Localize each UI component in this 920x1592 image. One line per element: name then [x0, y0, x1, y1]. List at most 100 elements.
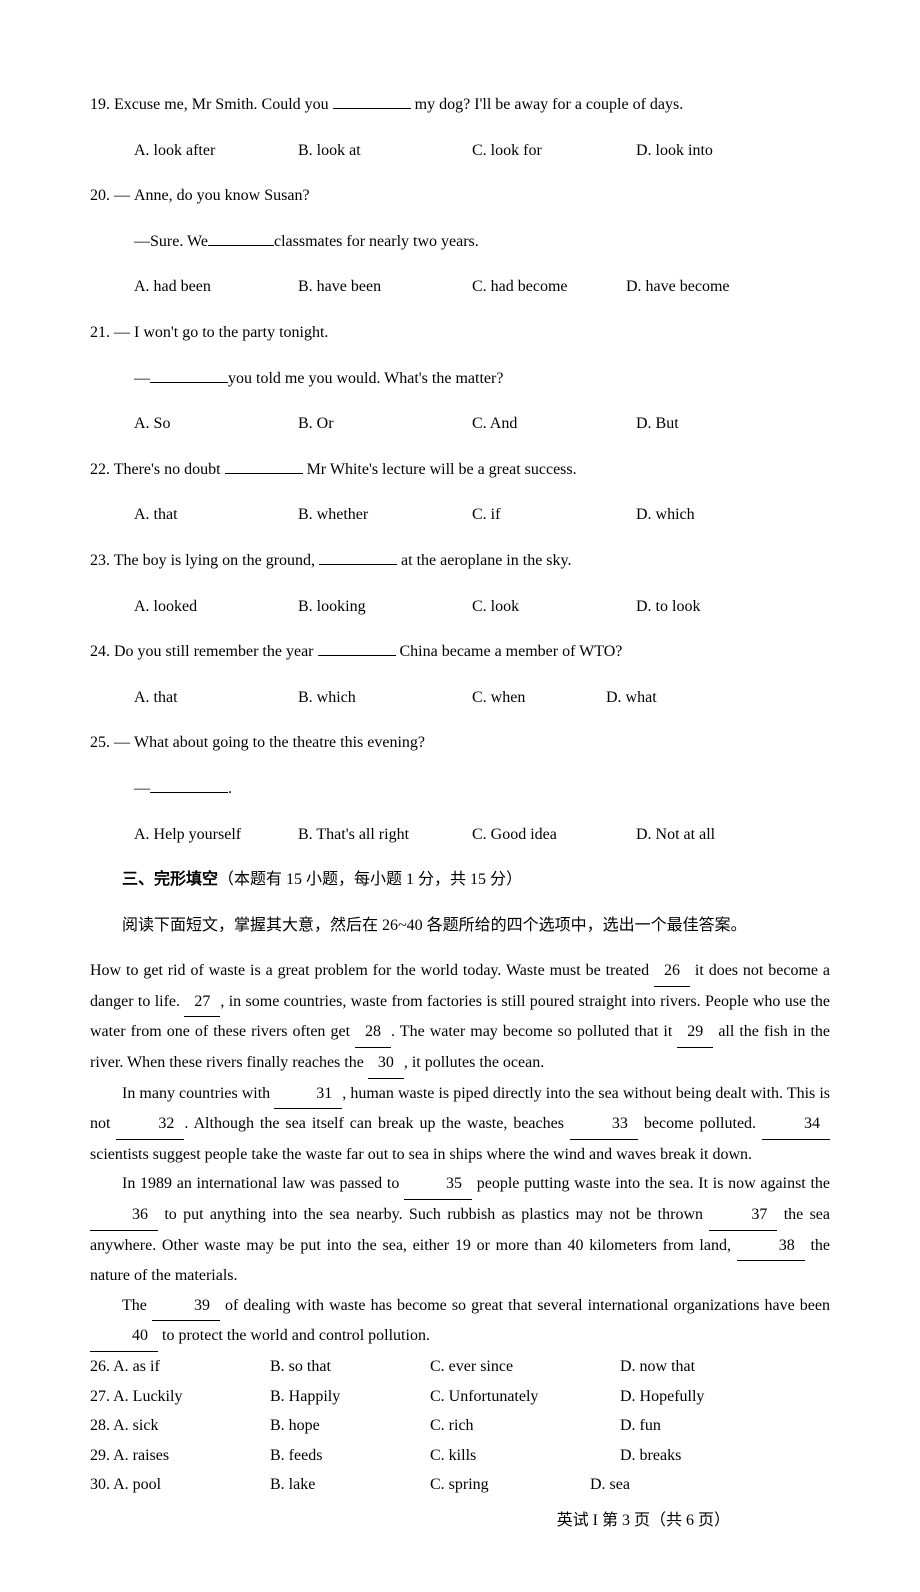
- options-24: A. that B. which C. when D. what: [90, 683, 830, 713]
- opt-a: A. look after: [134, 136, 294, 166]
- blank: [150, 776, 228, 793]
- cloze-n: 26.: [90, 1358, 110, 1375]
- cloze-a: A. raises: [113, 1447, 169, 1464]
- opt-c: C. And: [472, 409, 632, 439]
- dash-icon: —: [114, 734, 134, 751]
- cloze-d: D. Hopefully: [620, 1382, 780, 1412]
- blank-31: 31: [274, 1079, 342, 1110]
- section-header: 三、完形填空（本题有 15 小题，每小题 1 分，共 15 分）: [90, 865, 830, 895]
- cloze-passage: How to get rid of waste is a great probl…: [90, 956, 830, 1352]
- q-num: 23.: [90, 552, 110, 569]
- section-note: （本题有 15 小题，每小题 1 分，共 15 分）: [218, 871, 522, 888]
- q-text: Excuse me, Mr Smith. Could you: [114, 96, 333, 113]
- p-text: How to get rid of waste is a great probl…: [90, 962, 654, 979]
- dash-icon: —: [134, 774, 150, 804]
- q-num: 20.: [90, 187, 110, 204]
- opt-a: A. So: [134, 409, 294, 439]
- opt-a: A. that: [134, 683, 294, 713]
- opt-b: B. looking: [298, 592, 468, 622]
- opt-a: A. looked: [134, 592, 294, 622]
- opt-a: A. had been: [134, 272, 294, 302]
- blank-30: 30: [368, 1048, 404, 1079]
- q-d2b: you told me you would. What's the matter…: [228, 364, 503, 394]
- cloze-row-26: 26. A. as if B. so that C. ever since D.…: [90, 1352, 830, 1382]
- blank-26: 26: [654, 956, 690, 987]
- options-22: A. that B. whether C. if D. which: [90, 500, 830, 530]
- question-25-line2: — .: [90, 774, 830, 804]
- blank: [333, 92, 411, 109]
- opt-c: C. look: [472, 592, 632, 622]
- opt-c: C. if: [472, 500, 632, 530]
- opt-c: C. when: [472, 683, 602, 713]
- opt-b: B. whether: [298, 500, 468, 530]
- q-text: at the aeroplane in the sky.: [397, 552, 571, 569]
- question-20: 20. — Anne, do you know Susan?: [90, 181, 830, 211]
- cloze-options: 26. A. as if B. so that C. ever since D.…: [90, 1352, 830, 1500]
- cloze-d: D. sea: [590, 1470, 750, 1500]
- cloze-n: 28.: [90, 1417, 110, 1434]
- q-num: 19.: [90, 96, 110, 113]
- cloze-d: D. fun: [620, 1411, 780, 1441]
- p-text: become polluted.: [638, 1115, 762, 1132]
- blank-38: 38: [737, 1231, 805, 1262]
- q-d1: I won't go to the party tonight.: [134, 324, 328, 341]
- page-footer: 英试 I 第 3 页（共 6 页）: [90, 1506, 830, 1536]
- question-24: 24. Do you still remember the year China…: [90, 637, 830, 667]
- p-text: . Although the sea itself can break up t…: [184, 1115, 570, 1132]
- q-text: There's no doubt: [114, 461, 225, 478]
- blank-35: 35: [404, 1169, 472, 1200]
- cloze-a: A. Luckily: [113, 1388, 182, 1405]
- question-23: 23. The boy is lying on the ground, at t…: [90, 546, 830, 576]
- opt-b: B. Or: [298, 409, 468, 439]
- p-text: of dealing with waste has become so grea…: [220, 1297, 830, 1314]
- q-text: The boy is lying on the ground,: [114, 552, 319, 569]
- p-text: In many countries with: [122, 1085, 274, 1102]
- q-d1: What about going to the theatre this eve…: [134, 734, 425, 751]
- p-text: to protect the world and control polluti…: [158, 1327, 430, 1344]
- blank-29: 29: [677, 1017, 713, 1048]
- opt-b: B. That's all right: [298, 820, 468, 850]
- blank: [150, 366, 228, 383]
- options-23: A. looked B. looking C. look D. to look: [90, 592, 830, 622]
- opt-d: D. Not at all: [636, 820, 715, 850]
- q-d2a: Sure. We: [150, 227, 208, 257]
- cloze-row-29: 29. A. raises B. feeds C. kills D. break…: [90, 1441, 830, 1471]
- p-text: The: [122, 1297, 152, 1314]
- question-21-line2: — you told me you would. What's the matt…: [90, 364, 830, 394]
- q-num: 22.: [90, 461, 110, 478]
- cloze-n: 29.: [90, 1447, 110, 1464]
- q-num: 21.: [90, 324, 110, 341]
- q-num: 24.: [90, 643, 110, 660]
- opt-d: D. to look: [636, 592, 700, 622]
- question-19: 19. Excuse me, Mr Smith. Could you my do…: [90, 90, 830, 120]
- cloze-row-27: 27. A. Luckily B. Happily C. Unfortunate…: [90, 1382, 830, 1412]
- blank-28: 28: [355, 1017, 391, 1048]
- p-text: to put anything into the sea nearby. Suc…: [158, 1206, 709, 1223]
- opt-d: D. which: [636, 500, 695, 530]
- opt-d: D. what: [606, 683, 657, 713]
- opt-a: A. Help yourself: [134, 820, 294, 850]
- blank: [318, 639, 396, 656]
- q-d2b: classmates for nearly two years.: [274, 227, 479, 257]
- blank-39: 39: [152, 1291, 220, 1322]
- opt-c: C. had become: [472, 272, 622, 302]
- cloze-c: C. ever since: [430, 1352, 620, 1382]
- q-text: China became a member of WTO?: [396, 643, 623, 660]
- options-20: A. had been B. have been C. had become D…: [90, 272, 830, 302]
- q-d2b: .: [228, 774, 232, 804]
- question-25: 25. — What about going to the theatre th…: [90, 728, 830, 758]
- blank: [225, 457, 303, 474]
- blank-27: 27: [184, 987, 220, 1018]
- cloze-b: B. lake: [270, 1470, 430, 1500]
- cloze-n: 30.: [90, 1476, 110, 1493]
- q-text: Mr White's lecture will be a great succe…: [303, 461, 577, 478]
- dash-icon: —: [134, 364, 150, 394]
- cloze-b: B. hope: [270, 1411, 430, 1441]
- cloze-a: A. pool: [113, 1476, 161, 1493]
- p-text: , it pollutes the ocean.: [404, 1054, 544, 1071]
- blank-37: 37: [709, 1200, 777, 1231]
- cloze-a: A. sick: [113, 1417, 158, 1434]
- section-title: 三、完形填空: [122, 871, 218, 888]
- opt-d: D. have become: [626, 272, 730, 302]
- cloze-n: 27.: [90, 1388, 110, 1405]
